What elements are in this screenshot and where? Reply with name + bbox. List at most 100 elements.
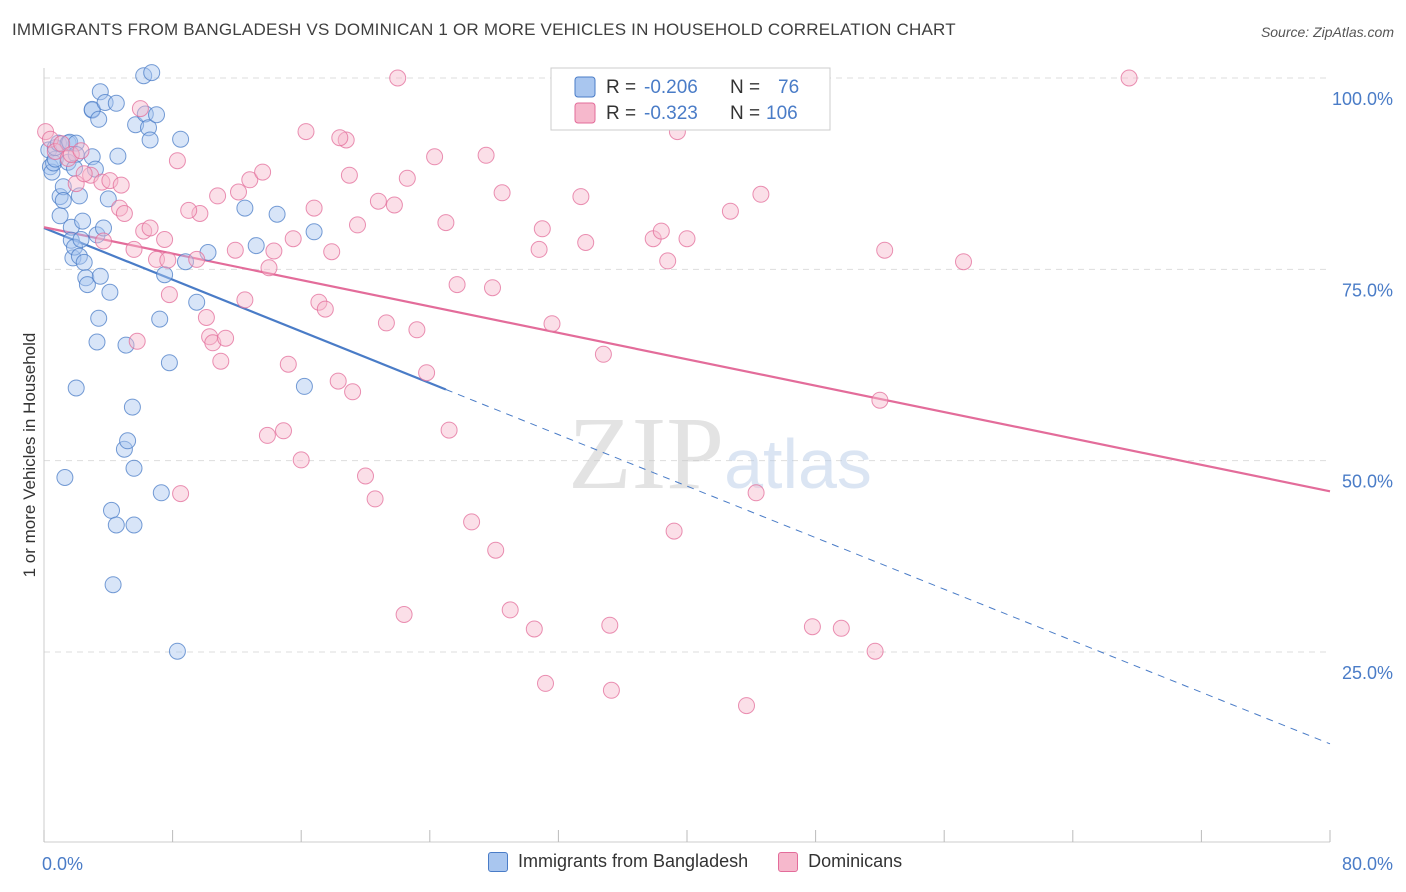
dominican-point [191,205,209,222]
dominican-point [389,69,407,87]
dominican-point [484,279,501,297]
dominican-point [331,129,349,147]
chart-title: IMMIGRANTS FROM BANGLADESH VS DOMINICAN … [12,20,956,39]
dominican-point [572,188,590,206]
bangladesh-point [119,432,137,450]
bangladesh-point [56,469,74,486]
dominican-point [188,250,206,268]
dominican-point [594,345,612,363]
dominican-point [292,451,310,469]
y-axis-title: 1 or more Vehicles in Household [20,333,39,578]
y-tick-label: 75.0% [1342,280,1393,300]
dominican-point [477,146,495,164]
dominican-point [408,321,426,339]
series-legend-item-dominicans[interactable]: Dominicans [778,851,902,872]
bangladesh-point [64,249,82,267]
dominican-point [316,300,334,318]
legend-r-value-2: -0.323 [644,103,698,124]
dominican-point [543,315,561,333]
dominican-point [418,364,436,382]
legend-swatch-blue [574,76,596,98]
points-layer [37,64,1138,715]
dominican-point [115,205,133,222]
bangladesh-point [107,516,125,534]
bangladesh-point [305,223,323,241]
dominican-point [337,131,355,149]
bangladesh-point [148,106,165,124]
dominican-point [357,467,374,485]
bangladesh-point [66,159,83,177]
dominican-point [1120,69,1138,87]
dominican-point [340,166,358,184]
dominican-point [310,293,328,311]
stats-legend-frame [550,67,831,131]
y-tick-label: 100.0% [1332,89,1393,109]
dominican-point [803,618,821,636]
bangladesh-point [99,190,117,208]
series-legend-swatch-pink [778,851,799,872]
dominican-point [217,329,235,347]
dominican-point [297,123,315,141]
stats-legend: R = -0.206 N = 76 R = -0.323 N = 106 [550,67,831,131]
bangladesh-point [140,119,157,137]
x-tick-label: 80.0% [1342,854,1393,874]
y-tick-label: 50.0% [1342,472,1393,492]
bangladesh-point [295,377,313,395]
bangladesh-point [103,501,120,519]
bangladesh-point [123,398,141,416]
bangladesh-point [78,276,96,294]
legend-n-label-1: N = [730,77,760,98]
bangladesh-point [247,237,265,255]
dominican-point [659,252,677,270]
y-tick-label: 25.0% [1342,663,1393,683]
dominican-point [197,309,215,326]
dominican-point [525,620,543,638]
series-legend: Immigrants from Bangladesh Dominicans [488,851,932,872]
dominican-point [275,422,292,440]
dominican-point [369,192,387,210]
dominican-point [258,426,276,444]
dominican-point [678,230,696,248]
dominican-point [577,234,595,251]
dominican-point [62,146,80,163]
legend-swatch-pink [574,102,596,124]
watermark: ZIPatlas [568,396,872,511]
bangladesh-point [151,310,169,328]
series-legend-label-dominicans: Dominicans [808,851,903,871]
bangladesh-point [95,219,112,237]
dominican-point [721,202,739,220]
dominican-point [111,199,129,217]
dominican-point [440,421,458,439]
dominican-point [125,240,143,258]
dominican-point [112,176,130,194]
dominican-point [284,230,302,248]
dominican-point [180,201,198,219]
legend-n-value-1: 76 [778,77,799,98]
bangladesh-point [188,293,206,311]
dominican-trend-line [43,226,1331,493]
bangladesh-point [127,116,145,134]
bangladesh-point [74,212,92,230]
bangladesh-point [160,354,178,372]
series-legend-item-bangladesh[interactable]: Immigrants from Bangladesh [488,851,748,872]
bangladesh-point [143,64,161,82]
dominican-point [349,216,366,234]
dominican-point [241,171,259,189]
bangladesh-trend-extension [445,389,1331,745]
bangladesh-point [156,266,174,284]
bangladesh-point [109,147,127,165]
dominican-point [501,601,519,619]
trend-layer [43,226,1331,745]
dominican-point [377,314,395,332]
bangladesh-point [90,110,108,128]
dominican-point [426,148,444,166]
dominican-point [329,372,347,390]
bangladesh-point [90,309,108,327]
bangladesh-point [172,130,190,148]
dominican-point [141,219,159,237]
bangladesh-point [125,516,143,534]
bangladesh-point [152,484,170,502]
bangladesh-point [125,459,143,477]
dominican-point [866,642,884,660]
